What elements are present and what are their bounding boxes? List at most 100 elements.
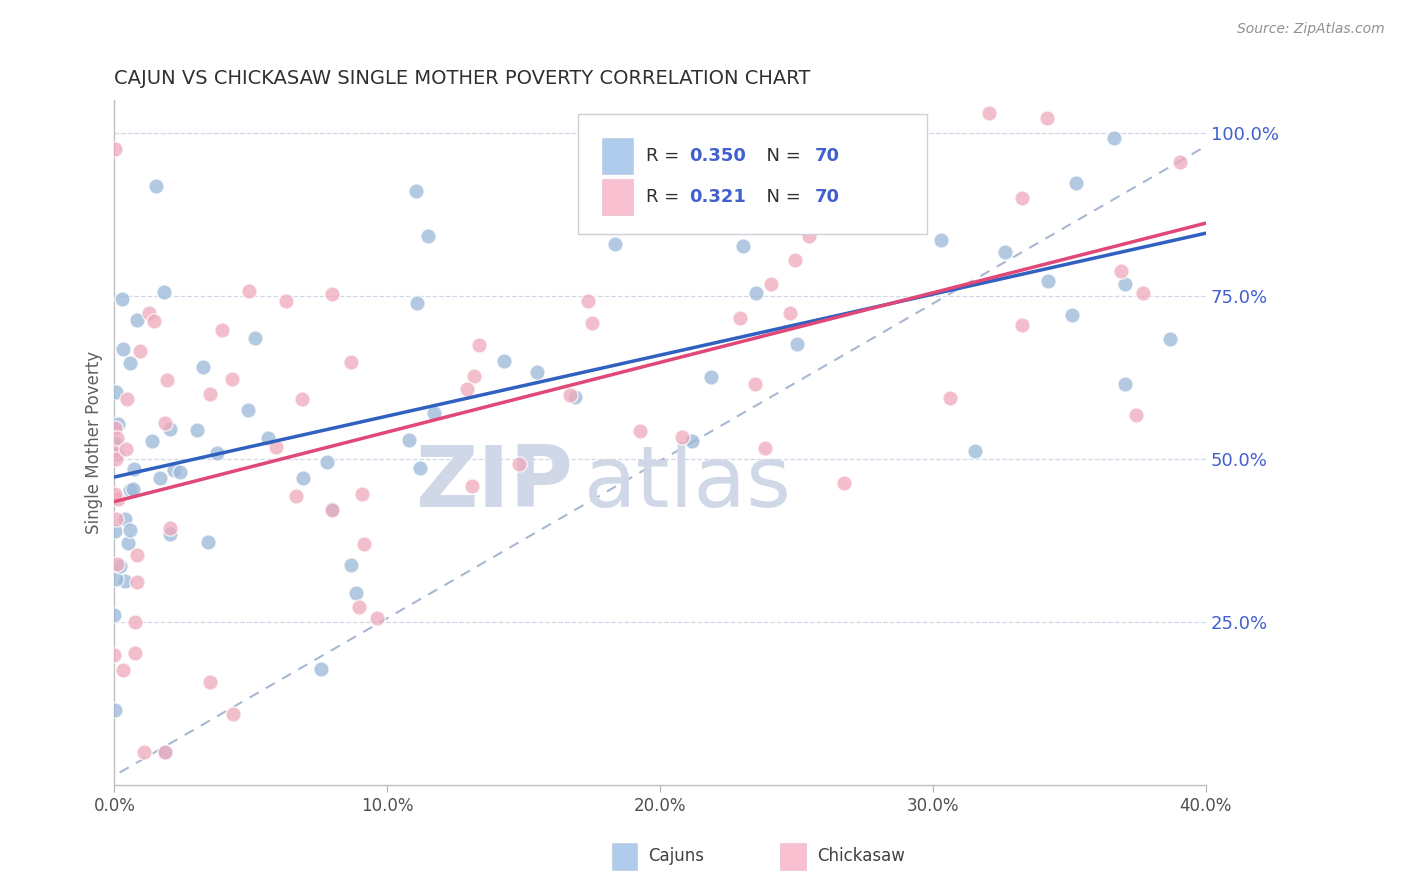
Point — [785, 253, 807, 268]
Point — [1114, 376, 1136, 391]
Point — [104, 573, 127, 587]
Point — [107, 431, 129, 445]
Point — [211, 323, 233, 337]
Point — [1011, 318, 1033, 332]
Point — [1109, 264, 1132, 278]
Point — [344, 586, 367, 600]
Point — [128, 344, 150, 359]
Point — [759, 277, 782, 291]
Point — [205, 446, 228, 460]
Text: 70: 70 — [815, 188, 839, 206]
Point — [125, 548, 148, 562]
Text: ZIP: ZIP — [415, 442, 572, 525]
Point — [1011, 191, 1033, 205]
Point — [124, 615, 146, 629]
Point — [963, 444, 986, 458]
Point — [681, 434, 703, 448]
Point — [799, 229, 821, 244]
FancyBboxPatch shape — [578, 114, 928, 234]
Point — [347, 600, 370, 615]
Point — [108, 558, 131, 573]
Point — [291, 392, 314, 406]
Point — [107, 492, 129, 507]
Point — [124, 646, 146, 660]
Point — [107, 417, 129, 431]
Point — [103, 648, 125, 662]
Point — [316, 454, 339, 468]
Point — [1060, 308, 1083, 322]
Point — [508, 457, 530, 471]
Point — [105, 452, 128, 467]
Point — [197, 535, 219, 549]
Point — [122, 462, 145, 476]
Point — [153, 745, 176, 759]
Point — [153, 745, 176, 759]
Point — [398, 433, 420, 447]
Point — [779, 306, 801, 320]
Point — [186, 423, 208, 437]
Point — [321, 501, 343, 516]
Point — [1036, 274, 1059, 288]
Point — [111, 663, 134, 677]
Text: 70: 70 — [815, 147, 839, 165]
Point — [238, 284, 260, 298]
Point — [104, 142, 127, 156]
Point — [159, 521, 181, 535]
Point — [494, 354, 516, 368]
Point — [1114, 277, 1136, 291]
Point — [104, 439, 127, 453]
Point — [103, 443, 125, 458]
Point — [1064, 176, 1087, 190]
Point — [979, 106, 1001, 120]
Point — [111, 342, 134, 356]
Point — [939, 392, 962, 406]
Point — [156, 373, 179, 387]
Point — [321, 287, 343, 301]
Point — [125, 574, 148, 589]
Point — [754, 441, 776, 455]
Point — [266, 440, 288, 454]
Text: CAJUN VS CHICKASAW SINGLE MOTHER POVERTY CORRELATION CHART: CAJUN VS CHICKASAW SINGLE MOTHER POVERTY… — [114, 69, 811, 87]
Point — [153, 417, 176, 431]
Point — [149, 471, 172, 485]
Point — [744, 286, 766, 301]
Point — [804, 135, 827, 149]
Point — [456, 382, 478, 396]
Point — [366, 610, 388, 624]
Point — [159, 422, 181, 436]
Point — [1125, 408, 1147, 422]
Point — [832, 475, 855, 490]
Point — [153, 285, 176, 300]
Point — [114, 574, 136, 588]
Text: atlas: atlas — [583, 442, 792, 525]
Point — [132, 745, 155, 759]
Text: R =: R = — [645, 147, 685, 165]
Point — [1132, 286, 1154, 301]
Point — [238, 403, 260, 417]
Point — [1159, 332, 1181, 346]
Point — [468, 338, 491, 352]
Point — [350, 487, 373, 501]
Text: Chickasaw: Chickasaw — [817, 847, 905, 865]
Point — [169, 465, 191, 479]
Point — [628, 424, 651, 438]
Point — [1036, 111, 1059, 125]
Point — [581, 316, 603, 330]
Point — [159, 526, 181, 541]
Point — [105, 512, 128, 526]
Point — [1168, 155, 1191, 169]
Point — [138, 306, 160, 320]
Point — [120, 524, 142, 538]
Point — [243, 331, 266, 345]
Point — [340, 558, 363, 573]
Point — [256, 431, 278, 445]
Point — [162, 463, 184, 477]
FancyBboxPatch shape — [602, 138, 633, 174]
Text: Cajuns: Cajuns — [648, 847, 704, 865]
Point — [406, 296, 429, 310]
Point — [120, 356, 142, 370]
Y-axis label: Single Mother Poverty: Single Mother Poverty — [86, 351, 103, 534]
Point — [122, 482, 145, 496]
Point — [104, 524, 127, 538]
Point — [115, 392, 138, 406]
